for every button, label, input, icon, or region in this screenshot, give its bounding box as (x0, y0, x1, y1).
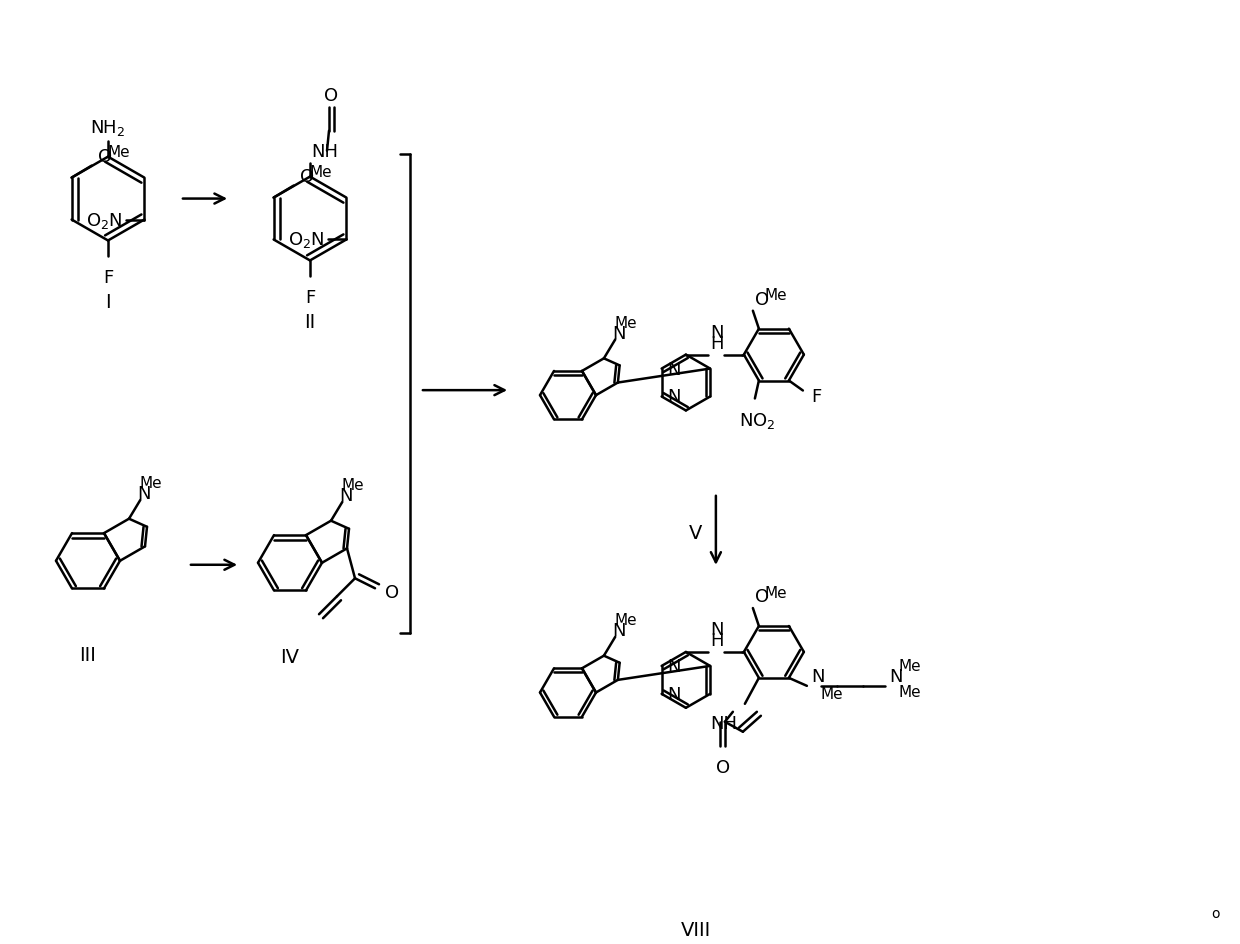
Text: Me: Me (108, 145, 130, 160)
Text: N: N (709, 620, 723, 638)
Text: VIII: VIII (681, 920, 711, 939)
Text: F: F (305, 289, 315, 307)
Text: H: H (709, 334, 723, 352)
Text: Me: Me (765, 288, 787, 303)
Text: Me: Me (139, 476, 162, 491)
Text: O: O (98, 147, 112, 165)
Text: N: N (889, 667, 903, 685)
Text: N: N (613, 325, 626, 343)
Text: O: O (755, 587, 769, 605)
Text: F: F (103, 269, 113, 287)
Text: I: I (105, 293, 110, 312)
Text: N: N (340, 486, 353, 504)
Text: Me: Me (614, 613, 637, 628)
Text: III: III (79, 645, 97, 664)
Text: N: N (667, 388, 681, 406)
Text: N: N (667, 361, 681, 379)
Text: N: N (667, 657, 681, 675)
Text: II: II (304, 313, 316, 332)
Text: o: o (1211, 906, 1220, 920)
Text: Me: Me (341, 478, 365, 493)
Text: N: N (138, 484, 151, 502)
Text: Me: Me (614, 315, 637, 330)
Text: F: F (811, 388, 821, 406)
Text: IV: IV (280, 647, 300, 666)
Text: NH: NH (709, 714, 737, 732)
Text: Me: Me (310, 165, 332, 180)
Text: O: O (300, 167, 314, 185)
Text: N: N (613, 621, 626, 639)
Text: O: O (384, 583, 399, 601)
Text: O: O (755, 291, 769, 309)
Text: Me: Me (765, 585, 787, 600)
Text: O: O (324, 87, 339, 105)
Text: H: H (709, 632, 723, 649)
Text: Me: Me (899, 659, 921, 674)
Text: N: N (811, 667, 825, 685)
Text: O$_2$N: O$_2$N (86, 211, 123, 230)
Text: O$_2$N: O$_2$N (288, 230, 325, 250)
Text: N: N (667, 685, 681, 703)
Text: O: O (715, 758, 730, 776)
Text: NH$_2$: NH$_2$ (91, 118, 125, 138)
Text: Me: Me (821, 686, 843, 701)
Text: NH: NH (311, 143, 339, 160)
Text: N: N (709, 323, 723, 342)
Text: NO$_2$: NO$_2$ (739, 411, 775, 431)
Text: V: V (689, 523, 703, 542)
Text: Me: Me (899, 684, 921, 700)
